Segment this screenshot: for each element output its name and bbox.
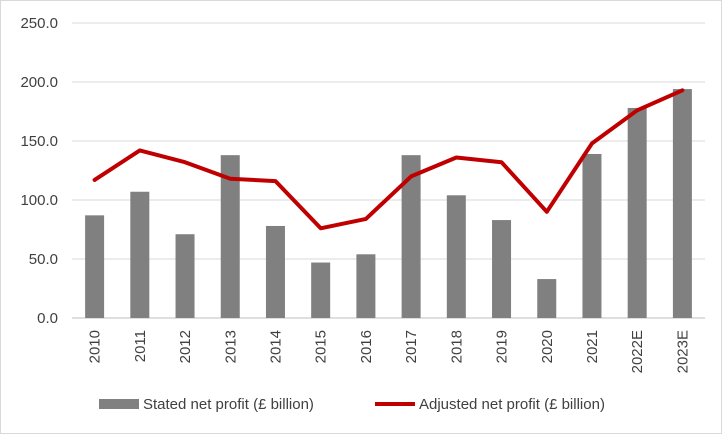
bar-2016 [356,254,376,318]
legend-label-stated-net-profit: Stated net profit (£ billion) [143,396,314,413]
bar-2017 [401,155,421,318]
bar-2023E [672,89,692,318]
y-tick-label: 250.0 [20,15,58,32]
adjusted-net-profit-line [92,88,685,231]
y-tick-label: 100.0 [20,192,58,209]
bar-series [85,89,692,319]
bar-2019 [492,220,512,318]
x-tick-label: 2011 [132,330,149,362]
y-tick-label: 200.0 [20,74,58,91]
bar-2013 [220,155,240,318]
bar-2021 [582,153,602,318]
line-series [92,88,685,231]
y-tick-label: 50.0 [29,251,58,268]
x-tick-label: 2021 [584,330,601,363]
x-tick-label: 2015 [313,330,330,363]
x-tick-label: 2018 [448,330,465,363]
bar-2022E [627,107,647,319]
bar-2012 [175,234,195,318]
bar-2011 [130,191,150,318]
x-tick-label: 2017 [403,330,420,363]
bar-2014 [265,225,285,318]
y-tick-label: 0.0 [37,310,58,327]
y-axis-ticks: 0.0 50.0 100.0 150.0 200.0 250.0 [20,15,58,327]
gridlines [72,22,705,319]
x-tick-label: 2022E [629,330,646,373]
x-tick-label: 2012 [177,330,194,363]
bar-2015 [311,262,331,318]
legend-swatch-stated-net-profit [99,399,139,409]
y-tick-label: 150.0 [20,133,58,150]
bar-2018 [446,195,466,318]
x-tick-label: 2010 [87,330,104,363]
x-tick-label: 2016 [358,330,375,363]
x-axis-ticks: 2010 2011 2012 2013 2014 2015 2016 2017 2018 2019… [87,330,692,373]
legend-label-adjusted-net-profit: Adjusted net profit (£ billion) [419,396,605,413]
x-tick-label: 2023E [674,330,691,373]
x-tick-label: 2019 [494,330,511,363]
x-tick-label: 2020 [539,330,556,363]
bar-2010 [85,215,105,318]
legend: Stated net profit (£ billion) Adjusted n… [99,396,605,413]
x-tick-label: 2013 [222,330,239,363]
bar-2020 [537,279,557,318]
x-tick-label: 2014 [267,330,284,363]
